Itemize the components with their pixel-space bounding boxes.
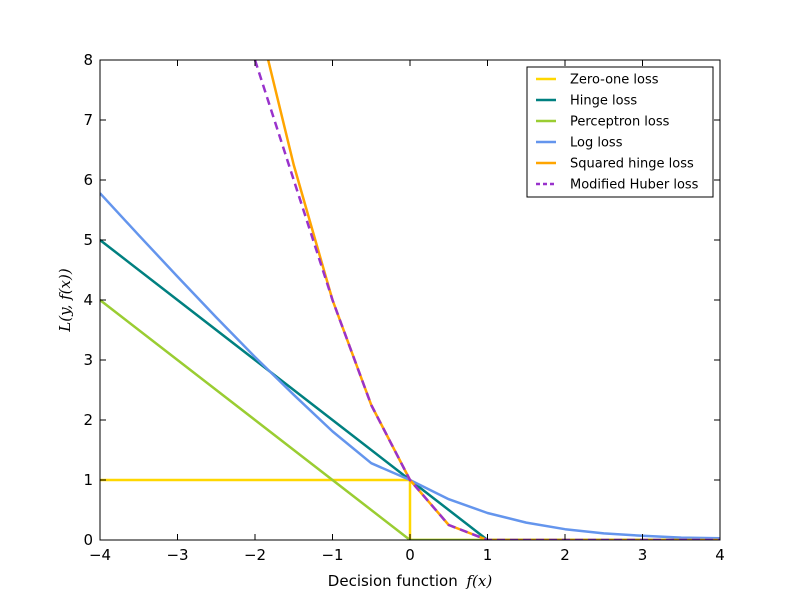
series-line-modified-huber-loss	[253, 60, 720, 540]
x-tick-label: 2	[560, 546, 570, 564]
y-tick-label: 6	[83, 171, 93, 189]
legend-label-log-loss: Log loss	[570, 136, 623, 151]
x-tick-label: −2	[244, 546, 266, 564]
y-tick-label: 8	[83, 51, 93, 69]
y-tick-label: 1	[83, 471, 93, 489]
legend-box	[526, 66, 714, 198]
x-tick-label: −4	[89, 546, 111, 564]
ticks-layer: −4 −3 −2 −1 0 1 2 3 4 0 1 2 3 4 5 6 7 8	[83, 51, 724, 564]
legend-label-modified-huber-loss: Modified Huber loss	[570, 178, 699, 193]
x-tick-label: 3	[638, 546, 648, 564]
x-tick-label: 1	[483, 546, 493, 564]
series-line-zero-one-loss	[100, 478, 720, 540]
legend: Zero-one loss Hinge loss Perceptron loss Lo…	[526, 66, 714, 198]
y-tick-label: 5	[83, 231, 93, 249]
x-tick-label: 0	[405, 546, 415, 564]
y-tick-label: 4	[83, 291, 93, 309]
plot-frame	[99, 59, 721, 541]
y-tick-label: 7	[83, 111, 93, 129]
x-axis-label-text: Decision function	[328, 572, 458, 590]
x-axis-label-math: f(x)	[465, 572, 492, 590]
y-tick-label: 2	[83, 411, 93, 429]
x-tick-label: −1	[321, 546, 343, 564]
x-axis-label: Decision function f(x)	[328, 572, 493, 590]
y-tick-label: 0	[83, 531, 93, 549]
legend-label-hinge-loss: Hinge loss	[570, 94, 637, 109]
y-axis-label: L(y, f(x))	[56, 268, 74, 333]
legend-label-perceptron-loss: Perceptron loss	[570, 115, 670, 130]
series-layer	[100, 60, 720, 540]
series-line-perceptron-loss	[100, 299, 720, 540]
series-line-squared-hinge-loss	[266, 60, 720, 540]
y-tick-label: 3	[83, 351, 93, 369]
legend-label-zero-one-loss: Zero-one loss	[570, 73, 659, 88]
legend-label-squared-hinge-loss: Squared hinge loss	[570, 157, 694, 172]
x-tick-label: −3	[166, 546, 188, 564]
x-tick-label: 4	[715, 546, 725, 564]
